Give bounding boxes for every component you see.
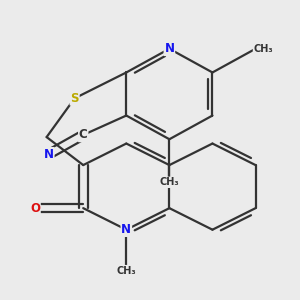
Text: N: N [44,148,54,161]
Text: O: O [30,202,40,215]
Text: CH₃: CH₃ [116,266,136,276]
Text: S: S [70,92,79,105]
Text: CH₃: CH₃ [254,44,273,54]
Text: N: N [164,42,174,55]
Text: C: C [79,128,88,141]
Text: CH₃: CH₃ [160,177,179,187]
Text: N: N [121,223,131,236]
